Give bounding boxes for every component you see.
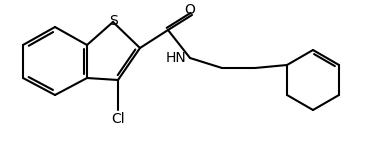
Text: S: S [109,14,117,28]
Text: Cl: Cl [111,112,125,126]
Text: HN: HN [165,51,186,65]
Text: O: O [185,3,195,17]
